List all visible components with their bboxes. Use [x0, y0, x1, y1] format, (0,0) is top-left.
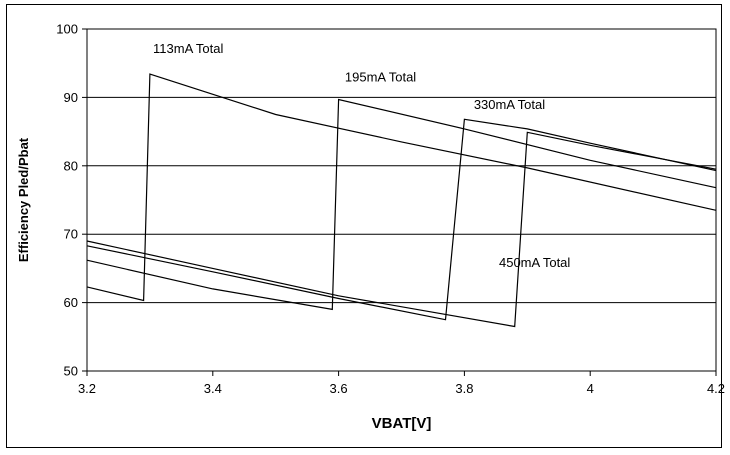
series-line-2: [86, 98, 717, 311]
series-annotation: 330mA Total: [474, 97, 545, 112]
x-tick-label: 3.6: [330, 381, 348, 396]
x-tick-label: 4: [587, 381, 594, 396]
y-tick-label: 60: [64, 295, 78, 310]
series-line-1: [86, 73, 717, 302]
x-tick-label: 4.2: [707, 381, 725, 396]
y-tick-label: 90: [64, 90, 78, 105]
series-lines: [86, 73, 717, 328]
axis-ticks: 50 60 70 80 90 100 3.2 3.4 3.6 3.8 4 4.2: [56, 22, 725, 397]
y-tick-label: 70: [64, 227, 78, 242]
x-axis-label: VBAT[V]: [372, 415, 432, 432]
x-tick-label: 3.2: [78, 381, 96, 396]
series-line-4: [86, 131, 717, 328]
plot-area-border: [86, 28, 717, 372]
gridlines: [87, 96, 716, 304]
y-tick-label: 50: [64, 364, 78, 379]
series-line-3: [86, 118, 717, 321]
series-annotation: 195mA Total: [345, 70, 416, 85]
y-axis-label: Efficiency Pled/Pbat: [16, 137, 31, 262]
y-tick-label: 100: [56, 22, 78, 37]
series-annotation: 450mA Total: [499, 255, 570, 270]
annotations: 113mA Total 195mA Total 330mA Total 450mA T…: [153, 41, 570, 270]
chart-frame: [6, 4, 722, 448]
x-tick-label: 3.8: [455, 381, 473, 396]
y-tick-label: 80: [64, 158, 78, 173]
series-annotation: 113mA Total: [153, 41, 223, 56]
x-tick-label: 3.4: [204, 381, 222, 396]
